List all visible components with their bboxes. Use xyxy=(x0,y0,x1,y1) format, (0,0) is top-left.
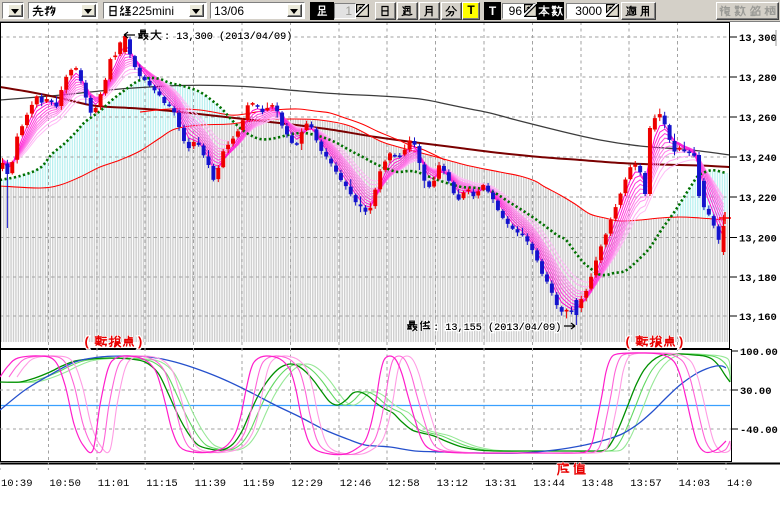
svg-text:(: ( xyxy=(83,335,91,350)
svg-text:12:29: 12:29 xyxy=(291,478,323,490)
svg-text:14:0: 14:0 xyxy=(727,478,752,490)
svg-text:(: ( xyxy=(624,335,632,350)
svg-text:13:48: 13:48 xyxy=(582,478,614,490)
svg-text:13,160: 13,160 xyxy=(739,312,777,324)
svg-text:13,180: 13,180 xyxy=(739,273,777,285)
svg-text:11:01: 11:01 xyxy=(98,478,130,490)
svg-text:14:03: 14:03 xyxy=(679,478,711,490)
svg-text:10:39: 10:39 xyxy=(1,478,33,490)
svg-text:: 13,300 (2013/04/09): : 13,300 (2013/04/09) xyxy=(164,31,292,43)
svg-text:13,280: 13,280 xyxy=(739,73,777,85)
svg-text:13,260: 13,260 xyxy=(739,113,777,125)
svg-text:10:50: 10:50 xyxy=(49,478,81,490)
svg-text:: 13,155 (2013/04/09): : 13,155 (2013/04/09) xyxy=(433,322,561,334)
svg-text:-40.00: -40.00 xyxy=(740,425,778,437)
svg-text:13,240: 13,240 xyxy=(739,153,777,165)
svg-text:11:59: 11:59 xyxy=(243,478,275,490)
svg-text:13,200: 13,200 xyxy=(739,234,777,246)
svg-text:: 13,155 (2013/04/09): : 13,155 (2013/04/09) xyxy=(433,322,561,334)
svg-text:13:57: 13:57 xyxy=(630,478,662,490)
svg-text:12:58: 12:58 xyxy=(388,478,420,490)
svg-text:13,220: 13,220 xyxy=(739,193,777,205)
svg-text:: 13,300 (2013/04/09): : 13,300 (2013/04/09) xyxy=(164,31,292,43)
svg-text:): ) xyxy=(136,335,144,350)
svg-text:11:15: 11:15 xyxy=(146,478,178,490)
svg-text:): ) xyxy=(677,335,685,350)
svg-text:13,300: 13,300 xyxy=(739,33,777,45)
svg-text:100.00: 100.00 xyxy=(740,347,778,359)
svg-text:13:31: 13:31 xyxy=(485,478,517,490)
svg-text:12:46: 12:46 xyxy=(340,478,372,490)
svg-text:30.00: 30.00 xyxy=(740,386,772,398)
svg-text:11:39: 11:39 xyxy=(195,478,227,490)
svg-text:13:12: 13:12 xyxy=(437,478,469,490)
svg-text:13:44: 13:44 xyxy=(533,478,565,490)
